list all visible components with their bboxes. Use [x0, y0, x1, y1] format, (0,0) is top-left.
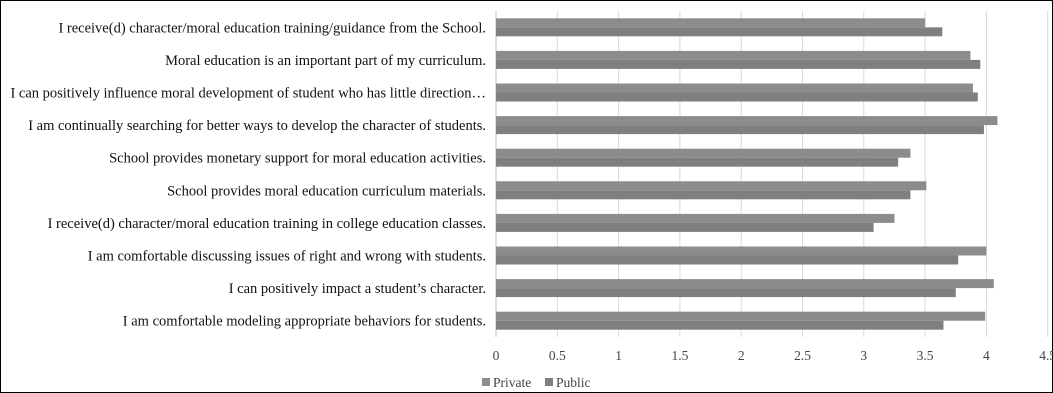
bar-public	[496, 59, 981, 69]
category-label: I am continually searching for better wa…	[28, 118, 486, 134]
bar-private	[496, 181, 927, 191]
bar-private	[496, 246, 987, 256]
bar-private	[496, 18, 926, 28]
category-label: Moral education is an important part of …	[165, 53, 486, 69]
x-tick-label: 1.5	[671, 348, 688, 363]
bar-public	[496, 157, 899, 167]
bar-public	[496, 222, 874, 232]
x-tick-label: 4.5	[1039, 348, 1053, 363]
bar-private	[496, 311, 986, 321]
x-tick-label: 3	[860, 348, 867, 363]
bar-private	[496, 279, 994, 289]
legend-swatch-public	[545, 378, 553, 386]
bar-public	[496, 320, 944, 330]
category-label: School provides moral education curricul…	[167, 183, 486, 199]
category-label: I receive(d) character/moral education t…	[48, 216, 486, 232]
bar-public	[496, 92, 978, 102]
bar-private	[496, 83, 973, 93]
bar-public	[496, 255, 959, 265]
bar-private	[496, 50, 971, 60]
x-tick-label: 1	[615, 348, 622, 363]
category-label: I receive(d) character/moral education t…	[58, 20, 486, 36]
bar-private	[496, 213, 895, 223]
category-label: I can positively impact a student’s char…	[229, 281, 486, 297]
category-label: I can positively influence moral develop…	[10, 86, 486, 102]
bar-private	[496, 116, 998, 126]
category-label: School provides monetary support for mor…	[109, 151, 486, 167]
x-tick-label: 0.5	[549, 348, 566, 363]
category-label: I am comfortable discussing issues of ri…	[88, 249, 486, 265]
bar-private	[496, 148, 911, 158]
bar-public	[496, 190, 911, 200]
category-label: I am comfortable modeling appropriate be…	[123, 314, 486, 330]
legend-label-private: Private	[493, 375, 531, 390]
legend-label-public: Public	[556, 375, 591, 390]
bar-public	[496, 288, 956, 298]
x-tick-label: 4	[983, 348, 990, 363]
bar-public	[496, 27, 943, 37]
x-tick-label: 2	[738, 348, 745, 363]
legend-swatch-private	[482, 378, 490, 386]
x-tick-label: 2.5	[794, 348, 811, 363]
x-tick-label: 3.5	[917, 348, 934, 363]
bar-public	[496, 125, 984, 135]
x-tick-label: 0	[493, 348, 500, 363]
